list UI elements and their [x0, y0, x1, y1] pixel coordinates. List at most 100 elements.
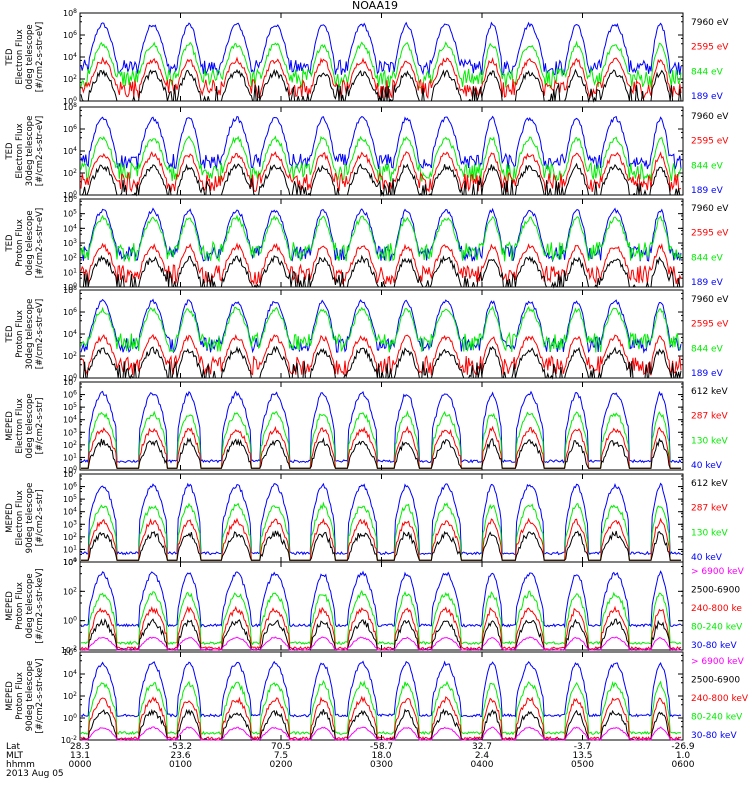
- y-tick-label: 102: [63, 440, 77, 450]
- y-tick-label: 100: [63, 282, 77, 292]
- y-tick-label: 106: [63, 482, 77, 492]
- y-tick-label: 102: [63, 532, 77, 542]
- y-axis-label: MEPED Electron Flux 0deg telescope [#/cm2-s…: [5, 393, 45, 458]
- y-tick-label: 106: [63, 307, 77, 317]
- x-tick-label-lat: -26.9: [671, 742, 695, 752]
- x-tick-label-mlt: 23.6: [170, 751, 190, 761]
- x-row-label: MLT: [6, 751, 24, 761]
- y-tick-label: 101: [63, 544, 77, 554]
- y-axis-label-line: [#/cm2-s-str-keV]: [35, 659, 45, 734]
- y-axis-label-line: TED: [5, 48, 15, 67]
- legend-item-3: 844 eV: [691, 344, 724, 354]
- y-tick-label: 106: [63, 390, 77, 400]
- panel-frame: [79, 381, 684, 471]
- legend-item-4: 189 eV: [691, 278, 724, 288]
- y-tick-label: 100: [63, 190, 77, 200]
- y-tick-label: 108: [63, 102, 77, 112]
- y-tick-label: 106: [63, 124, 77, 134]
- legend-item-2: 2500-6900: [691, 676, 740, 686]
- legend-item-1: 7960 eV: [691, 18, 729, 28]
- x-tick-label-hhmm: 0300: [370, 760, 393, 770]
- x-tick-label-lat: -53.2: [169, 742, 192, 752]
- y-tick-label: 108: [63, 285, 77, 295]
- y-tick-label: 104: [63, 146, 77, 156]
- legend-item-1: 7960 eV: [691, 204, 729, 214]
- y-axis-label-line: [#/cm2-s-str]: [35, 398, 45, 455]
- y-axis-label-line: 0deg telescope: [25, 573, 35, 638]
- legend-item-1: 7960 eV: [691, 112, 729, 122]
- y-axis-label-line: [#/cm2-s-str-keV]: [35, 569, 45, 644]
- y-axis-label-line: 0deg telescope: [25, 210, 35, 275]
- series-2595-ev: [80, 151, 682, 193]
- y-axis-label-line: [#/cm2-s-str-eV]: [35, 208, 45, 278]
- y-axis-label-line: Proton Flux: [15, 219, 25, 267]
- x-row-label: Lat: [6, 742, 21, 752]
- panel-3: TED Proton Flux 0deg telescope [#/cm2-s-str…: [5, 198, 729, 289]
- x-tick-label-mlt: 13.5: [572, 751, 592, 761]
- y-axis-label-line: Electron Flux: [15, 398, 25, 453]
- y-tick-label: 107: [63, 469, 77, 479]
- y-tick-label: 106: [63, 30, 77, 40]
- y-tick-label: 102: [63, 74, 77, 84]
- y-axis-label-line: TED: [5, 234, 15, 253]
- y-tick-label: 104: [63, 223, 77, 233]
- x-tick-label-mlt: 7.5: [274, 751, 288, 761]
- y-tick-label: 102: [63, 168, 77, 178]
- y-axis-label-line: Electron Flux: [15, 490, 25, 545]
- legend-item-2: 287 keV: [691, 504, 728, 514]
- y-tick-label: 100: [63, 373, 77, 383]
- y-tick-label: 105: [63, 209, 77, 219]
- legend-item-1: 612 keV: [691, 387, 728, 397]
- y-axis-label-line: [#/cm2-s-str-eV]: [35, 299, 45, 369]
- x-tick-label-hhmm: 0500: [571, 760, 594, 770]
- y-tick-label: 105: [63, 494, 77, 504]
- series-844-ev: [80, 135, 682, 183]
- y-tick-label: 104: [63, 507, 77, 517]
- legend-item-4: 189 eV: [691, 92, 724, 102]
- series-2595-ev: [80, 333, 682, 377]
- series-2595-ev: [80, 242, 682, 286]
- x-tick-label-mlt: 1.0: [676, 751, 691, 761]
- panel-5: MEPED Electron Flux 0deg telescope [#/cm2-s…: [5, 381, 728, 471]
- y-tick-label: 106: [63, 647, 77, 657]
- panel-1: TED Electron Flux 0deg telescope [#/cm2-s-s…: [5, 12, 729, 103]
- y-axis-label-line: [#/cm2-s-str-eV]: [35, 116, 45, 186]
- legend-item-2: 287 keV: [691, 412, 728, 422]
- y-axis-label: MEPED Proton Flux 0deg telescope [#/cm2-s-s…: [5, 569, 45, 644]
- series-40-kev: [80, 390, 682, 465]
- y-axis-label-line: 30deg telescope: [25, 116, 35, 187]
- legend-item-4: 80-240 keV: [691, 713, 743, 723]
- x-tick-label-mlt: 2.4: [475, 751, 490, 761]
- series-30-80-kev: [80, 570, 682, 629]
- legend-item-3: 130 keV: [691, 436, 728, 446]
- legend-item-2: 2595 eV: [691, 320, 729, 330]
- y-axis-label: TED Proton Flux 0deg telescope [#/cm2-s-str…: [5, 208, 45, 278]
- y-axis-label: MEPED Electron Flux 90deg telescope [#/cm2-…: [5, 483, 45, 554]
- legend-item-3: 844 eV: [691, 67, 724, 77]
- y-tick-label: 102: [63, 351, 77, 361]
- y-tick-label: 104: [63, 669, 77, 679]
- y-tick-label: 10-2: [61, 645, 77, 655]
- x-tick-label-hhmm: 0200: [270, 760, 293, 770]
- y-axis-label-line: MEPED: [5, 591, 15, 621]
- y-tick-label: 102: [63, 691, 77, 701]
- panel-frame: [79, 651, 684, 741]
- panel-frame: [79, 473, 684, 563]
- date-label: 2013 Aug 05: [6, 769, 64, 779]
- y-tick-label: 10-2: [61, 735, 77, 745]
- series-80-240-kev: [80, 589, 682, 646]
- legend-item-4: 189 eV: [691, 186, 724, 196]
- series-844-ev: [80, 305, 681, 353]
- legend-item-4: 80-240 keV: [691, 623, 743, 633]
- y-tick-label: 106: [63, 194, 77, 204]
- series-189-ev: [80, 21, 682, 76]
- series-189-ev: [80, 207, 682, 263]
- legend-item-3: 240-800 ke: [691, 604, 742, 614]
- x-tick-label-lat: 70.5: [271, 742, 291, 752]
- y-axis-label-line: TED: [5, 142, 15, 161]
- y-tick-label: 100: [63, 96, 77, 106]
- panel-7: MEPED Proton Flux 0deg telescope [#/cm2-s-s…: [5, 561, 745, 652]
- series-189-ev: [80, 115, 682, 170]
- legend-item-2: 2595 eV: [691, 137, 729, 147]
